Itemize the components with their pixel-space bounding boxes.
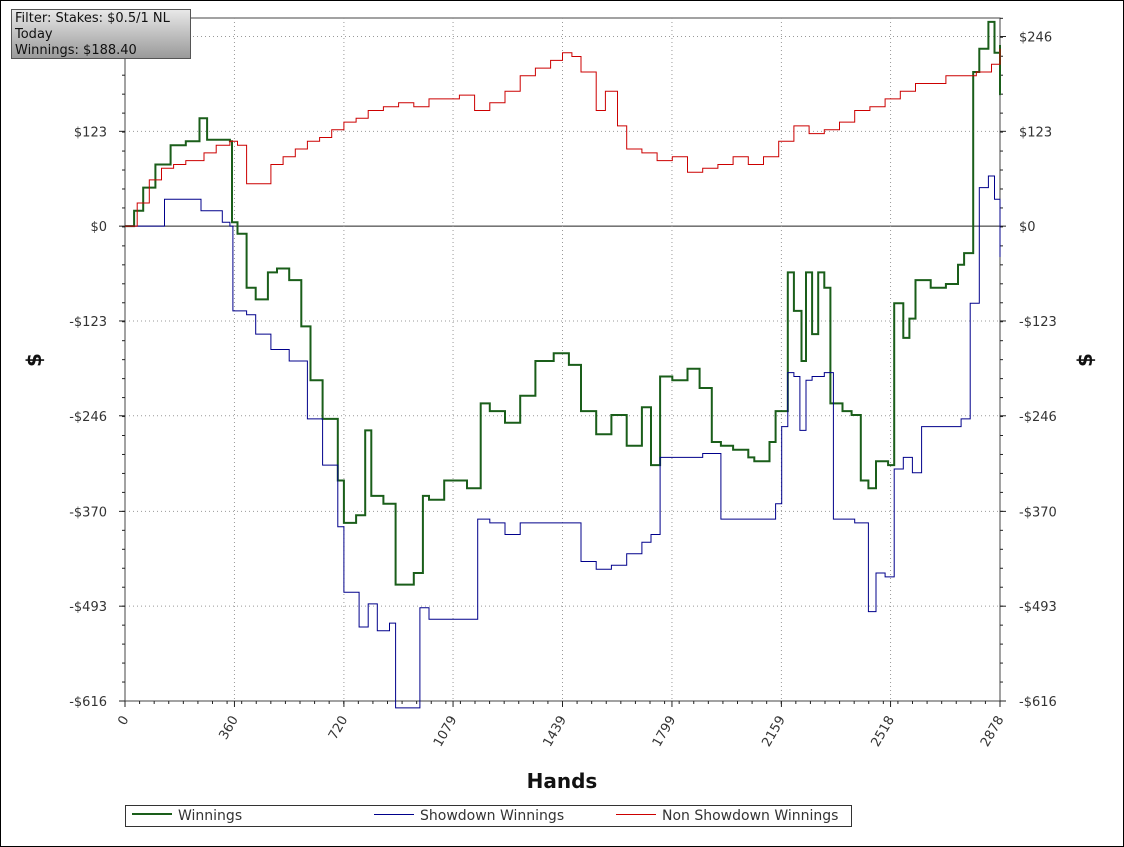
legend-item-non-showdown: Non Showdown Winnings [616, 807, 838, 825]
x-tick-label: 1799 [650, 714, 680, 750]
x-tick-label: 0 [115, 714, 132, 729]
legend-swatch-showdown [374, 813, 414, 815]
y-tick-label-left: -$246 [69, 410, 107, 425]
y-tick-label-right: -$616 [1019, 695, 1057, 710]
y-tick-label-right: -$493 [1019, 600, 1057, 615]
legend: Winnings Showdown Winnings Non Showdown … [125, 805, 852, 827]
legend-item-winnings: Winnings [132, 807, 242, 825]
y-tick-label-left: $123 [74, 125, 107, 140]
legend-item-showdown: Showdown Winnings [374, 807, 564, 825]
y-tick-label-right: $246 [1019, 31, 1052, 46]
y-axis-title-right: $ [1073, 353, 1097, 367]
filter-period-text: Today [15, 27, 53, 42]
y-tick-label-right: $0 [1019, 220, 1036, 235]
x-tick-label: 2878 [978, 714, 1008, 750]
filter-info-box: Filter: Stakes: $0.5/1 NL Today Winnings… [11, 9, 191, 59]
plot-area [124, 17, 1001, 702]
y-tick-label-right: -$246 [1019, 410, 1057, 425]
legend-label-non-showdown: Non Showdown Winnings [662, 808, 839, 824]
x-tick-label: 720 [326, 714, 351, 743]
y-tick-label-left: -$123 [69, 315, 107, 330]
x-tick-label: 2518 [868, 714, 898, 750]
series-winnings [125, 20, 1001, 586]
y-tick-label-right: -$370 [1019, 505, 1057, 520]
legend-label-winnings: Winnings [178, 808, 243, 824]
series-non-showdown-winnings [125, 48, 1001, 227]
legend-label-showdown: Showdown Winnings [420, 808, 565, 824]
series [125, 20, 1001, 709]
y-tick-label-right: -$123 [1019, 315, 1057, 330]
x-tick-label: 360 [217, 714, 242, 743]
series-showdown-winnings [125, 175, 1001, 709]
x-tick-label: 2159 [759, 714, 789, 750]
x-axis-title: Hands [527, 769, 598, 793]
filter-winnings-text: Winnings: $188.40 [15, 43, 137, 58]
y-tick-label-left: -$616 [69, 695, 107, 710]
y-tick-label-left: -$370 [69, 505, 107, 520]
y-tick-label-left: -$493 [69, 600, 107, 615]
y-tick-label-left: $0 [90, 220, 107, 235]
x-tick-label: 1439 [540, 714, 570, 750]
y-axis-title-left: $ [22, 353, 46, 367]
filter-stakes-text: Filter: Stakes: $0.5/1 NL [15, 11, 170, 26]
legend-swatch-non-showdown [616, 813, 656, 815]
grid [125, 18, 1000, 701]
y-tick-label-right: $123 [1019, 125, 1052, 140]
legend-swatch-winnings [132, 813, 172, 815]
x-tick-label: 1079 [431, 714, 461, 750]
